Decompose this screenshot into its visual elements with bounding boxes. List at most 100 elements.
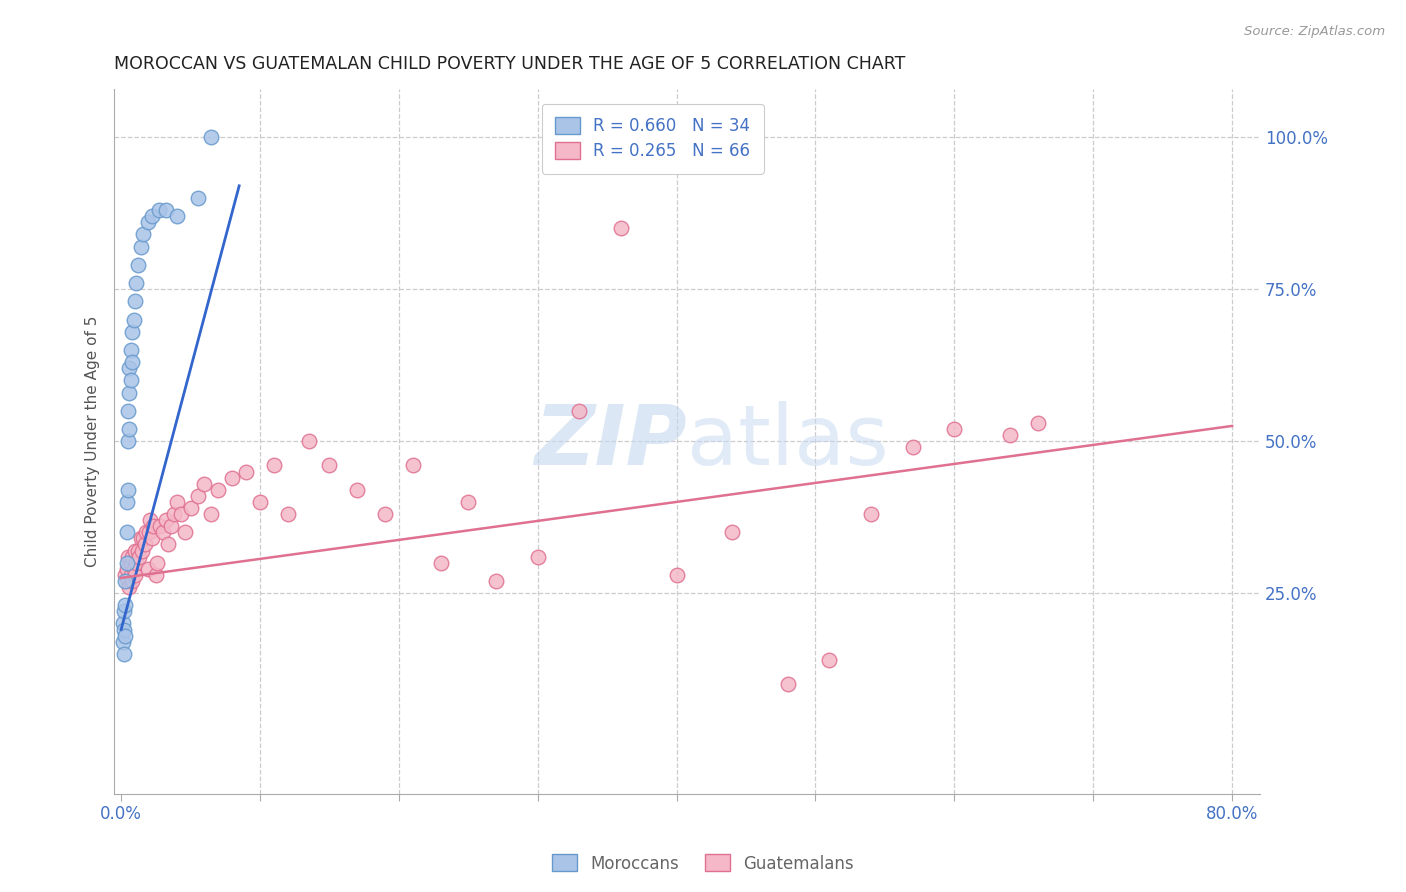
Point — [112, 623, 135, 637]
Legend: Moroccans, Guatemalans: Moroccans, Guatemalans — [546, 847, 860, 880]
Point — [111, 634, 134, 648]
Point — [125, 276, 148, 290]
Point — [136, 215, 159, 229]
Text: Source: ZipAtlas.com: Source: ZipAtlas.com — [1244, 25, 1385, 38]
Point — [118, 422, 141, 436]
Point — [118, 385, 141, 400]
Point — [120, 343, 142, 357]
Point — [485, 574, 508, 588]
Point — [115, 556, 138, 570]
Point — [129, 532, 152, 546]
Point — [131, 543, 153, 558]
Point — [124, 543, 146, 558]
Point — [120, 567, 142, 582]
Point — [139, 513, 162, 527]
Point — [121, 549, 143, 564]
Point — [117, 434, 139, 449]
Point — [114, 629, 136, 643]
Point — [200, 507, 222, 521]
Point — [127, 258, 149, 272]
Point — [115, 562, 138, 576]
Point — [124, 294, 146, 309]
Point — [132, 532, 155, 546]
Point — [174, 525, 197, 540]
Point — [128, 549, 150, 564]
Point — [163, 507, 186, 521]
Point — [117, 403, 139, 417]
Point — [263, 458, 285, 473]
Point — [112, 647, 135, 661]
Point — [118, 361, 141, 376]
Point — [193, 476, 215, 491]
Point — [141, 209, 163, 223]
Point — [114, 567, 136, 582]
Point — [145, 567, 167, 582]
Point — [117, 483, 139, 497]
Point — [115, 525, 138, 540]
Point — [318, 458, 340, 473]
Point — [526, 549, 548, 564]
Point — [149, 519, 172, 533]
Point — [610, 221, 633, 235]
Point — [120, 556, 142, 570]
Point — [118, 580, 141, 594]
Point — [117, 574, 139, 588]
Point — [127, 543, 149, 558]
Point — [374, 507, 396, 521]
Point — [138, 525, 160, 540]
Point — [148, 203, 170, 218]
Point — [132, 227, 155, 242]
Point — [115, 495, 138, 509]
Point — [125, 556, 148, 570]
Point — [818, 653, 841, 667]
Point — [129, 239, 152, 253]
Point — [860, 507, 883, 521]
Point — [207, 483, 229, 497]
Point — [122, 312, 145, 326]
Point — [155, 513, 177, 527]
Text: atlas: atlas — [688, 401, 889, 482]
Point — [117, 549, 139, 564]
Point — [166, 209, 188, 223]
Point — [114, 599, 136, 613]
Point — [186, 191, 208, 205]
Point — [249, 495, 271, 509]
Point — [170, 507, 193, 521]
Point — [124, 567, 146, 582]
Point — [297, 434, 319, 449]
Point — [152, 525, 174, 540]
Point — [943, 422, 966, 436]
Point — [112, 604, 135, 618]
Point — [134, 537, 156, 551]
Y-axis label: Child Poverty Under the Age of 5: Child Poverty Under the Age of 5 — [86, 316, 100, 566]
Point — [120, 373, 142, 387]
Point — [157, 537, 180, 551]
Point — [180, 500, 202, 515]
Point — [235, 465, 257, 479]
Point — [665, 567, 688, 582]
Point — [429, 556, 451, 570]
Point — [186, 489, 208, 503]
Point — [121, 574, 143, 588]
Point — [221, 470, 243, 484]
Point — [136, 562, 159, 576]
Point — [1026, 416, 1049, 430]
Text: MOROCCAN VS GUATEMALAN CHILD POVERTY UNDER THE AGE OF 5 CORRELATION CHART: MOROCCAN VS GUATEMALAN CHILD POVERTY UND… — [114, 55, 905, 73]
Point — [457, 495, 479, 509]
Point — [141, 532, 163, 546]
Point — [142, 519, 165, 533]
Point — [346, 483, 368, 497]
Point — [146, 556, 169, 570]
Point — [121, 325, 143, 339]
Point — [901, 440, 924, 454]
Text: ZIP: ZIP — [534, 401, 688, 482]
Point — [122, 562, 145, 576]
Point — [114, 574, 136, 588]
Point — [277, 507, 299, 521]
Point — [200, 130, 222, 145]
Point — [776, 677, 799, 691]
Point — [998, 428, 1021, 442]
Point — [121, 355, 143, 369]
Point — [160, 519, 183, 533]
Point — [568, 403, 591, 417]
